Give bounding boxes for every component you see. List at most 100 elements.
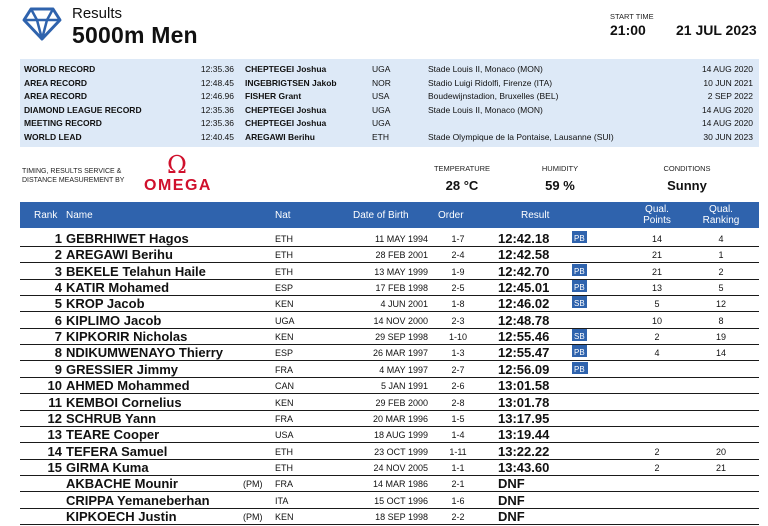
nat-cell: KEN xyxy=(275,332,294,343)
temperature-block: TEMPERATURE 28 °C xyxy=(418,164,506,193)
temperature-label: TEMPERATURE xyxy=(433,164,491,173)
athlete-name: GEBRHIWET Hagos xyxy=(66,231,189,246)
athlete-name: BEKELE Telahun Haile xyxy=(66,263,206,279)
rank-cell: 12 xyxy=(47,410,62,426)
diamond-league-logo-icon xyxy=(22,7,62,41)
dob-cell: 14 NOV 2000 xyxy=(373,315,428,326)
rank-cell: 13 xyxy=(47,427,62,443)
nat-cell: ETH xyxy=(275,446,293,457)
qual-ranking-cell: 1 xyxy=(718,250,724,261)
order-cell: 1-3 xyxy=(451,348,465,359)
dob-cell: 13 MAY 1999 xyxy=(374,266,428,277)
qual-points-cell: 21 xyxy=(651,266,662,277)
conditions-value: Sunny xyxy=(667,178,707,193)
athlete-name: KROP Jacob xyxy=(66,296,145,312)
dob-cell: 18 SEP 1998 xyxy=(375,511,428,522)
order-cell: 2-6 xyxy=(451,381,465,392)
record-row: WORLD RECORD 12:35.36 CHEPTEGEI Joshua UGA S… xyxy=(20,63,759,76)
page-title: 5000m Men xyxy=(72,22,198,48)
rank-cell: 10 xyxy=(47,378,62,394)
record-athlete: CHEPTEGEI Joshua xyxy=(245,64,327,74)
result-cell: DNF xyxy=(498,492,525,508)
result-cell: 12:42.18 xyxy=(498,231,550,246)
order-cell: 1-6 xyxy=(451,495,465,506)
record-athlete: CHEPTEGEI Joshua xyxy=(245,104,327,115)
humidity-label: HUMIDITY xyxy=(541,164,579,173)
record-time: 12:35.36 xyxy=(200,104,234,115)
col-order: Order xyxy=(438,210,464,221)
athlete-name: CRIPPA Yemaneberhan xyxy=(66,492,210,508)
qual-points-cell: 13 xyxy=(651,283,662,294)
record-name: AREA RECORD xyxy=(24,91,87,101)
nat-cell: KEN xyxy=(275,397,294,408)
col-name: Name xyxy=(66,210,93,221)
table-row: 3 BEKELE Telahun Haile ETH 13 MAY 1999 1-9 12… xyxy=(20,263,759,280)
order-cell: 2-2 xyxy=(451,511,465,522)
record-row: DIAMOND LEAGUE RECORD 12:35.36 CHEPTEGEI J… xyxy=(20,104,759,117)
result-cell: DNF xyxy=(498,508,525,524)
result-cell: 12:55.46 xyxy=(498,329,550,345)
record-date: 30 JUN 2023 xyxy=(703,131,753,142)
athlete-name: AREGAWI Berihu xyxy=(66,247,173,263)
col-qual-ranking-line2: Ranking xyxy=(702,215,740,226)
record-time: 12:35.36 xyxy=(200,118,234,128)
table-row: 4 KATIR Mohamed ESP 17 FEB 1998 2-5 12:45.01 1… xyxy=(20,280,759,297)
rank-cell: 11 xyxy=(48,394,62,410)
record-time: 12:46.96 xyxy=(200,91,234,101)
qual-ranking-cell: 8 xyxy=(718,315,724,326)
col-nat: Nat xyxy=(275,210,291,221)
dob-cell: 24 NOV 2005 xyxy=(373,462,428,473)
athlete-name: NDIKUMWENAYO Thierry xyxy=(66,345,223,361)
timing-credit: TIMING, RESULTS SERVICE & DISTANCE MEASU… xyxy=(22,168,125,184)
page-subtitle: Results xyxy=(72,5,123,22)
athlete-name: KEMBOI Cornelius xyxy=(66,394,182,410)
record-name: MEETING RECORD xyxy=(24,118,102,128)
nat-cell: ETH xyxy=(275,234,293,244)
record-athlete: AREGAWI Berihu xyxy=(245,131,315,142)
table-row: 5 KROP Jacob KEN 4 JUN 2001 1-8 12:46.02 5 12 SB xyxy=(20,296,759,313)
record-date: 14 AUG 2020 xyxy=(701,104,753,115)
dob-cell: 26 MAR 1997 xyxy=(372,348,428,359)
record-athlete: FISHER Grant xyxy=(245,91,302,101)
result-cell: 12:48.78 xyxy=(498,312,550,328)
omega-wordmark: OMEGA xyxy=(144,177,212,194)
col-qual-points-line1: Qual. xyxy=(645,204,669,215)
rank-cell: 14 xyxy=(47,443,62,459)
temperature-value: 28 °C xyxy=(445,178,479,193)
record-nat: UGA xyxy=(372,118,391,128)
table-row: 11 KEMBOI Cornelius KEN 29 FEB 2000 2-8 13:01… xyxy=(20,395,759,411)
pacemaker-tag: (PM) xyxy=(243,511,263,522)
qual-ranking-cell: 21 xyxy=(715,462,726,473)
col-qual-points-line2: Points xyxy=(643,215,671,226)
record-athlete: INGEBRIGTSEN Jakob xyxy=(245,77,337,88)
record-nat: ETH xyxy=(372,131,389,142)
col-qual-points: Qual. Points xyxy=(632,204,682,226)
record-nat: USA xyxy=(372,91,390,101)
record-athlete: CHEPTEGEI Joshua xyxy=(245,118,327,128)
record-row: WORLD LEAD 12:40.45 AREGAWI Berihu ETH Stade… xyxy=(20,131,759,144)
athlete-name: KIPKOECH Justin xyxy=(66,508,177,524)
rank-cell: 2 xyxy=(54,247,62,263)
result-cell: 13:43.60 xyxy=(498,459,550,475)
qual-ranking-cell: 5 xyxy=(718,283,724,294)
qual-ranking-cell: 14 xyxy=(715,348,726,359)
rank-cell: 9 xyxy=(54,361,62,377)
athlete-name: TEFERA Samuel xyxy=(66,443,168,459)
col-rank: Rank xyxy=(34,210,58,221)
athlete-name: AHMED Mohammed xyxy=(66,378,190,394)
table-row: 2 AREGAWI Berihu ETH 28 FEB 2001 2-4 12:42.58… xyxy=(20,247,759,264)
nat-cell: FRA xyxy=(275,479,293,490)
result-cell: 12:42.58 xyxy=(498,247,550,263)
rank-cell: 3 xyxy=(54,263,62,279)
record-venue: Stadio Luigi Ridolfi, Firenze (ITA) xyxy=(428,77,553,88)
table-row: CRIPPA Yemaneberhan ITA 15 OCT 1996 1-6 DNF xyxy=(20,493,759,509)
nat-cell: FRA xyxy=(275,413,293,424)
col-qual-ranking: Qual. Ranking xyxy=(690,204,752,226)
order-cell: 2-7 xyxy=(451,364,465,375)
record-date: 14 AUG 2020 xyxy=(701,118,753,128)
table-row: 14 TEFERA Samuel ETH 23 OCT 1999 1-11 13:22.2… xyxy=(20,444,759,460)
record-name: DIAMOND LEAGUE RECORD xyxy=(24,104,142,115)
qual-points-cell: 14 xyxy=(651,234,662,244)
record-time: 12:40.45 xyxy=(200,131,234,142)
start-time: 21:00 xyxy=(610,22,646,38)
